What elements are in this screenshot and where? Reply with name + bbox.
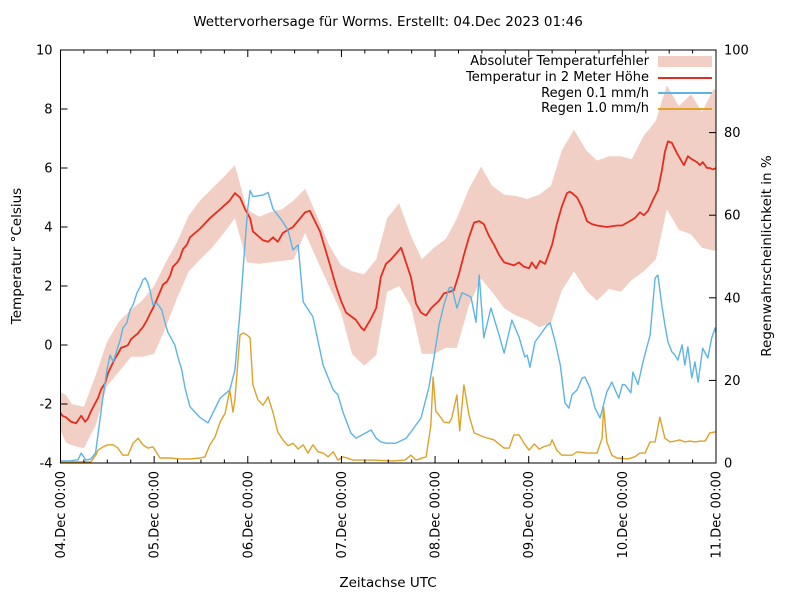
- x-tick-label: 08.Dec 00:00: [429, 471, 444, 558]
- x-tick-label: 04.Dec 00:00: [54, 471, 69, 558]
- legend-swatch-band: [658, 56, 712, 68]
- legend-item-rain10: Regen 1.0 mm/h: [541, 101, 712, 117]
- y-left-tick-label: 2: [44, 280, 52, 295]
- legend-label-rain10: Regen 1.0 mm/h: [541, 101, 649, 117]
- y-left-tick-label: 0: [44, 339, 52, 354]
- x-tick-label: 07.Dec 00:00: [335, 471, 350, 558]
- series-temperature-line: [60, 140, 716, 425]
- y-right-tick-label: 60: [724, 209, 741, 224]
- legend-item-temperature-error: Absoluter Temperaturfehler: [470, 54, 712, 70]
- y-right-tick-label: 40: [724, 291, 741, 306]
- legend-line-rain01: [658, 92, 712, 95]
- y-right-tick-label: 0: [724, 457, 732, 472]
- series-temperature-error-band: [60, 85, 716, 449]
- y-right-tick-label: 80: [724, 126, 741, 141]
- legend-label-temperature-error: Absoluter Temperaturfehler: [470, 54, 649, 70]
- legend-item-rain01: Regen 0.1 mm/h: [541, 85, 712, 101]
- legend: Absoluter Temperaturfehler Temperatur in…: [466, 54, 712, 117]
- x-tick-label: 06.Dec 00:00: [241, 471, 256, 558]
- y-right-tick-label: 20: [724, 374, 741, 389]
- series-rain10-line: [60, 332, 716, 463]
- y-left-tick-label: 6: [44, 162, 52, 177]
- legend-label-rain01: Regen 0.1 mm/h: [541, 85, 649, 101]
- x-tick-label: 10.Dec 00:00: [616, 471, 631, 558]
- legend-label-temperature: Temperatur in 2 Meter Höhe: [466, 70, 649, 86]
- y-right-tick-label: 100: [724, 44, 749, 59]
- y-left-axis-label: Temperatur °Celsius: [9, 187, 25, 325]
- series-rain01-line: [60, 189, 716, 462]
- legend-line-rain10: [658, 107, 712, 110]
- y-left-tick-label: -2: [40, 398, 53, 413]
- y-left-tick-label: 4: [44, 221, 52, 236]
- x-tick-label: 05.Dec 00:00: [148, 471, 163, 558]
- y-right-axis-label: Regenwahrscheinlichkeit in %: [759, 155, 775, 357]
- y-left-tick-label: -4: [40, 457, 53, 472]
- chart-title: Wettervorhersage für Worms. Erstellt: 04…: [193, 14, 583, 30]
- x-tick-label: 09.Dec 00:00: [522, 471, 537, 558]
- x-axis-label: Zeitachse UTC: [339, 575, 437, 591]
- legend-item-temperature: Temperatur in 2 Meter Höhe: [466, 70, 712, 86]
- legend-line-temperature: [658, 76, 712, 79]
- y-left-tick-label: 10: [36, 44, 53, 59]
- x-tick-label: 11.Dec 00:00: [710, 471, 725, 558]
- y-left-tick-label: 8: [44, 103, 52, 118]
